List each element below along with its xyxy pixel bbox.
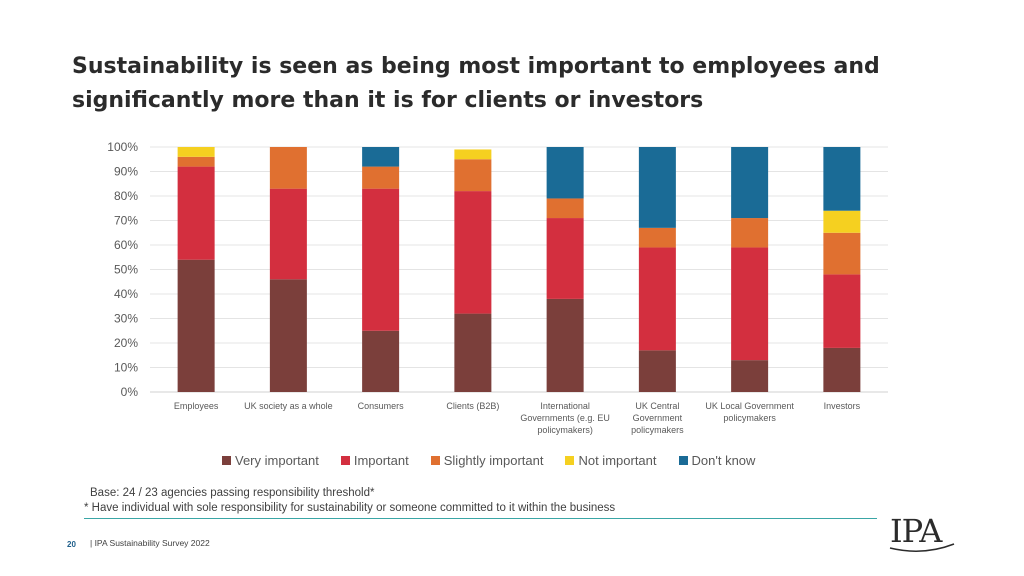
bar-segment	[823, 347, 861, 392]
legend-item: Important	[340, 453, 409, 468]
bar-segment	[823, 147, 861, 211]
bar-segment	[546, 198, 584, 219]
x-category-label: Clients (B2B)	[446, 401, 499, 411]
svg-text:IPA: IPA	[890, 512, 943, 550]
y-tick-label: 20%	[114, 336, 138, 350]
legend-swatch	[565, 456, 575, 465]
bar-segment	[823, 232, 861, 275]
chart-legend: Very important Important Slightly importan…	[222, 453, 777, 468]
y-axis-ticks: 0% 10% 20% 30% 40% 50% 60% 70% 80% 90% 100%	[107, 140, 138, 399]
x-category-label: UK society as a whole	[244, 401, 333, 411]
chart-gridlines	[150, 146, 888, 393]
y-tick-label: 10%	[114, 361, 138, 375]
x-category-label: UK Local Government	[705, 401, 794, 411]
stacked-bar-chart: 0% 10% 20% 30% 40% 50% 60% 70% 80% 90% 100% Employ…	[107, 140, 888, 435]
bar-segment	[454, 191, 492, 314]
footer-divider	[84, 518, 877, 519]
bar-segment	[731, 360, 769, 392]
legend-label: Very important	[235, 453, 319, 468]
bar-segment	[546, 147, 584, 199]
bar-segment	[177, 259, 215, 392]
page-number: 20	[67, 540, 76, 549]
bar-segment	[546, 218, 584, 299]
footer-source: | IPA Sustainability Survey 2022	[90, 538, 210, 548]
bar-segment	[269, 188, 307, 280]
title-line-1: Sustainability is seen as being most imp…	[72, 54, 880, 79]
bar-segment	[269, 279, 307, 392]
x-category-label: Investors	[824, 401, 861, 411]
bar-segment	[177, 147, 215, 157]
bar-segment	[546, 298, 584, 392]
y-tick-label: 100%	[107, 140, 138, 154]
page-title: Sustainability is seen as being most imp…	[72, 50, 972, 118]
bar-segment	[731, 218, 769, 248]
legend-label: Don't know	[691, 453, 756, 468]
bar-segment	[638, 227, 676, 248]
bar-segment	[269, 147, 307, 189]
legend-swatch	[678, 456, 688, 465]
bar-segment	[638, 350, 676, 392]
y-tick-label: 30%	[114, 312, 138, 326]
y-tick-label: 60%	[114, 238, 138, 252]
x-axis-categories: Employees UK society as a whole Consumers C…	[174, 401, 861, 435]
x-category-label: Governments (e.g. EU	[520, 413, 610, 423]
base-note: Base: 24 / 23 agencies passing responsib…	[90, 487, 375, 499]
legend-item: Slightly important	[430, 453, 544, 468]
bar-segment	[362, 147, 400, 167]
bar-segment	[454, 149, 492, 160]
bar-segment	[823, 274, 861, 348]
bar-segment	[454, 313, 492, 392]
y-tick-label: 0%	[121, 385, 139, 399]
x-category-label: International	[540, 401, 590, 411]
bar-segment	[362, 166, 400, 189]
bar-segment	[823, 210, 861, 233]
legend-item: Don't know	[678, 453, 756, 468]
title-line-2: significantly more than it is for client…	[72, 88, 704, 113]
legend-item: Very important	[222, 453, 319, 468]
bar-segment	[638, 147, 676, 228]
footnote: * Have individual with sole responsibili…	[84, 502, 616, 514]
bar-segment	[638, 247, 676, 351]
x-category-label: Consumers	[358, 401, 405, 411]
bar-segment	[177, 156, 215, 167]
x-category-label: UK Central	[635, 401, 679, 411]
bar-segment	[454, 159, 492, 192]
bar-segment	[177, 166, 215, 260]
y-tick-label: 70%	[114, 214, 138, 228]
y-tick-label: 80%	[114, 189, 138, 203]
y-tick-label: 90%	[114, 165, 138, 179]
x-category-label: Employees	[174, 401, 219, 411]
x-category-label: policymakers	[723, 413, 776, 423]
bar-segment	[362, 188, 400, 331]
legend-label: Slightly important	[443, 453, 544, 468]
legend-label: Not important	[578, 453, 657, 468]
y-tick-label: 40%	[114, 287, 138, 301]
bar-segment	[731, 247, 769, 361]
x-category-label: Government	[633, 413, 683, 423]
legend-swatch	[222, 456, 231, 465]
x-category-label: policymakers	[631, 425, 684, 435]
legend-swatch	[430, 456, 440, 465]
bar-segment	[731, 147, 769, 219]
legend-item: Not important	[565, 453, 657, 468]
ipa-logo: IPA	[889, 512, 955, 552]
legend-swatch	[340, 456, 350, 465]
bar-segment	[362, 330, 400, 392]
y-tick-label: 50%	[114, 263, 138, 277]
chart-bars	[177, 147, 861, 392]
legend-label: Important	[353, 453, 409, 468]
x-category-label: policymakers)	[537, 425, 593, 435]
